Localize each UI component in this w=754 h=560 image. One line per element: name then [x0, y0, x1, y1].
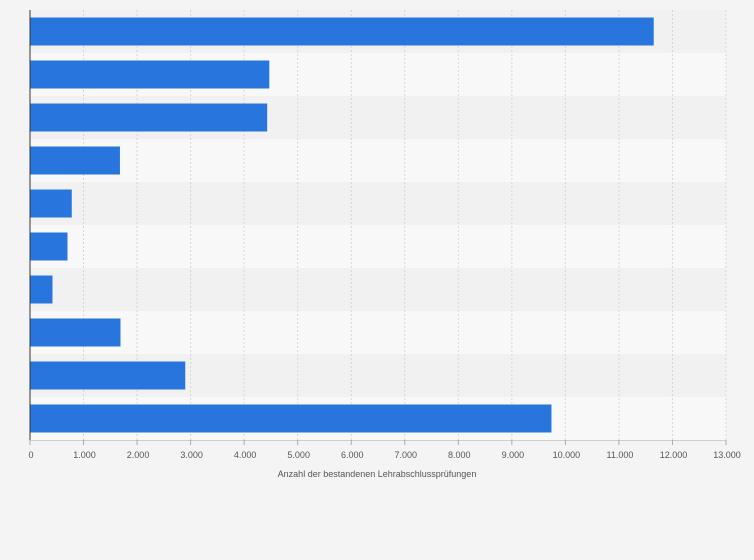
x-tick-label: 5.000 — [287, 450, 310, 460]
x-tick-label: 7.000 — [395, 450, 418, 460]
x-tick-label: 1.000 — [73, 450, 96, 460]
x-tick-label: 13.000 — [713, 450, 741, 460]
x-tick-label: 10.000 — [553, 450, 581, 460]
x-tick-label: 9.000 — [502, 450, 525, 460]
axes — [29, 10, 726, 441]
x-tick-label: 11.000 — [606, 450, 633, 460]
row-band — [30, 268, 726, 311]
bar — [30, 60, 270, 89]
bar — [30, 17, 654, 46]
row-band — [30, 311, 726, 354]
bar — [30, 189, 72, 218]
bar — [30, 232, 68, 261]
bar — [30, 103, 268, 132]
x-tick-labels: 0 1.000 2.000 3.000 4.000 5.000 6.000 7.000 8.00… — [28, 440, 741, 460]
bar — [30, 318, 121, 347]
x-tick-label: 12.000 — [660, 450, 688, 460]
x-axis-label: Anzahl der bestandenen Lehrabschlussprüf… — [278, 469, 477, 479]
x-tick-label: 8.000 — [448, 450, 471, 460]
x-tick-label: 0 — [28, 450, 33, 460]
bar — [30, 361, 186, 390]
bars — [30, 17, 654, 433]
row-band — [30, 225, 726, 268]
x-tick-label: 2.000 — [127, 450, 150, 460]
bar — [30, 404, 552, 433]
x-tick-label: 3.000 — [180, 450, 203, 460]
row-band — [30, 139, 726, 182]
row-band — [30, 182, 726, 225]
bar — [30, 275, 53, 304]
x-tick-label: 6.000 — [341, 450, 364, 460]
x-tick-label: 4.000 — [234, 450, 257, 460]
bar — [30, 146, 120, 175]
